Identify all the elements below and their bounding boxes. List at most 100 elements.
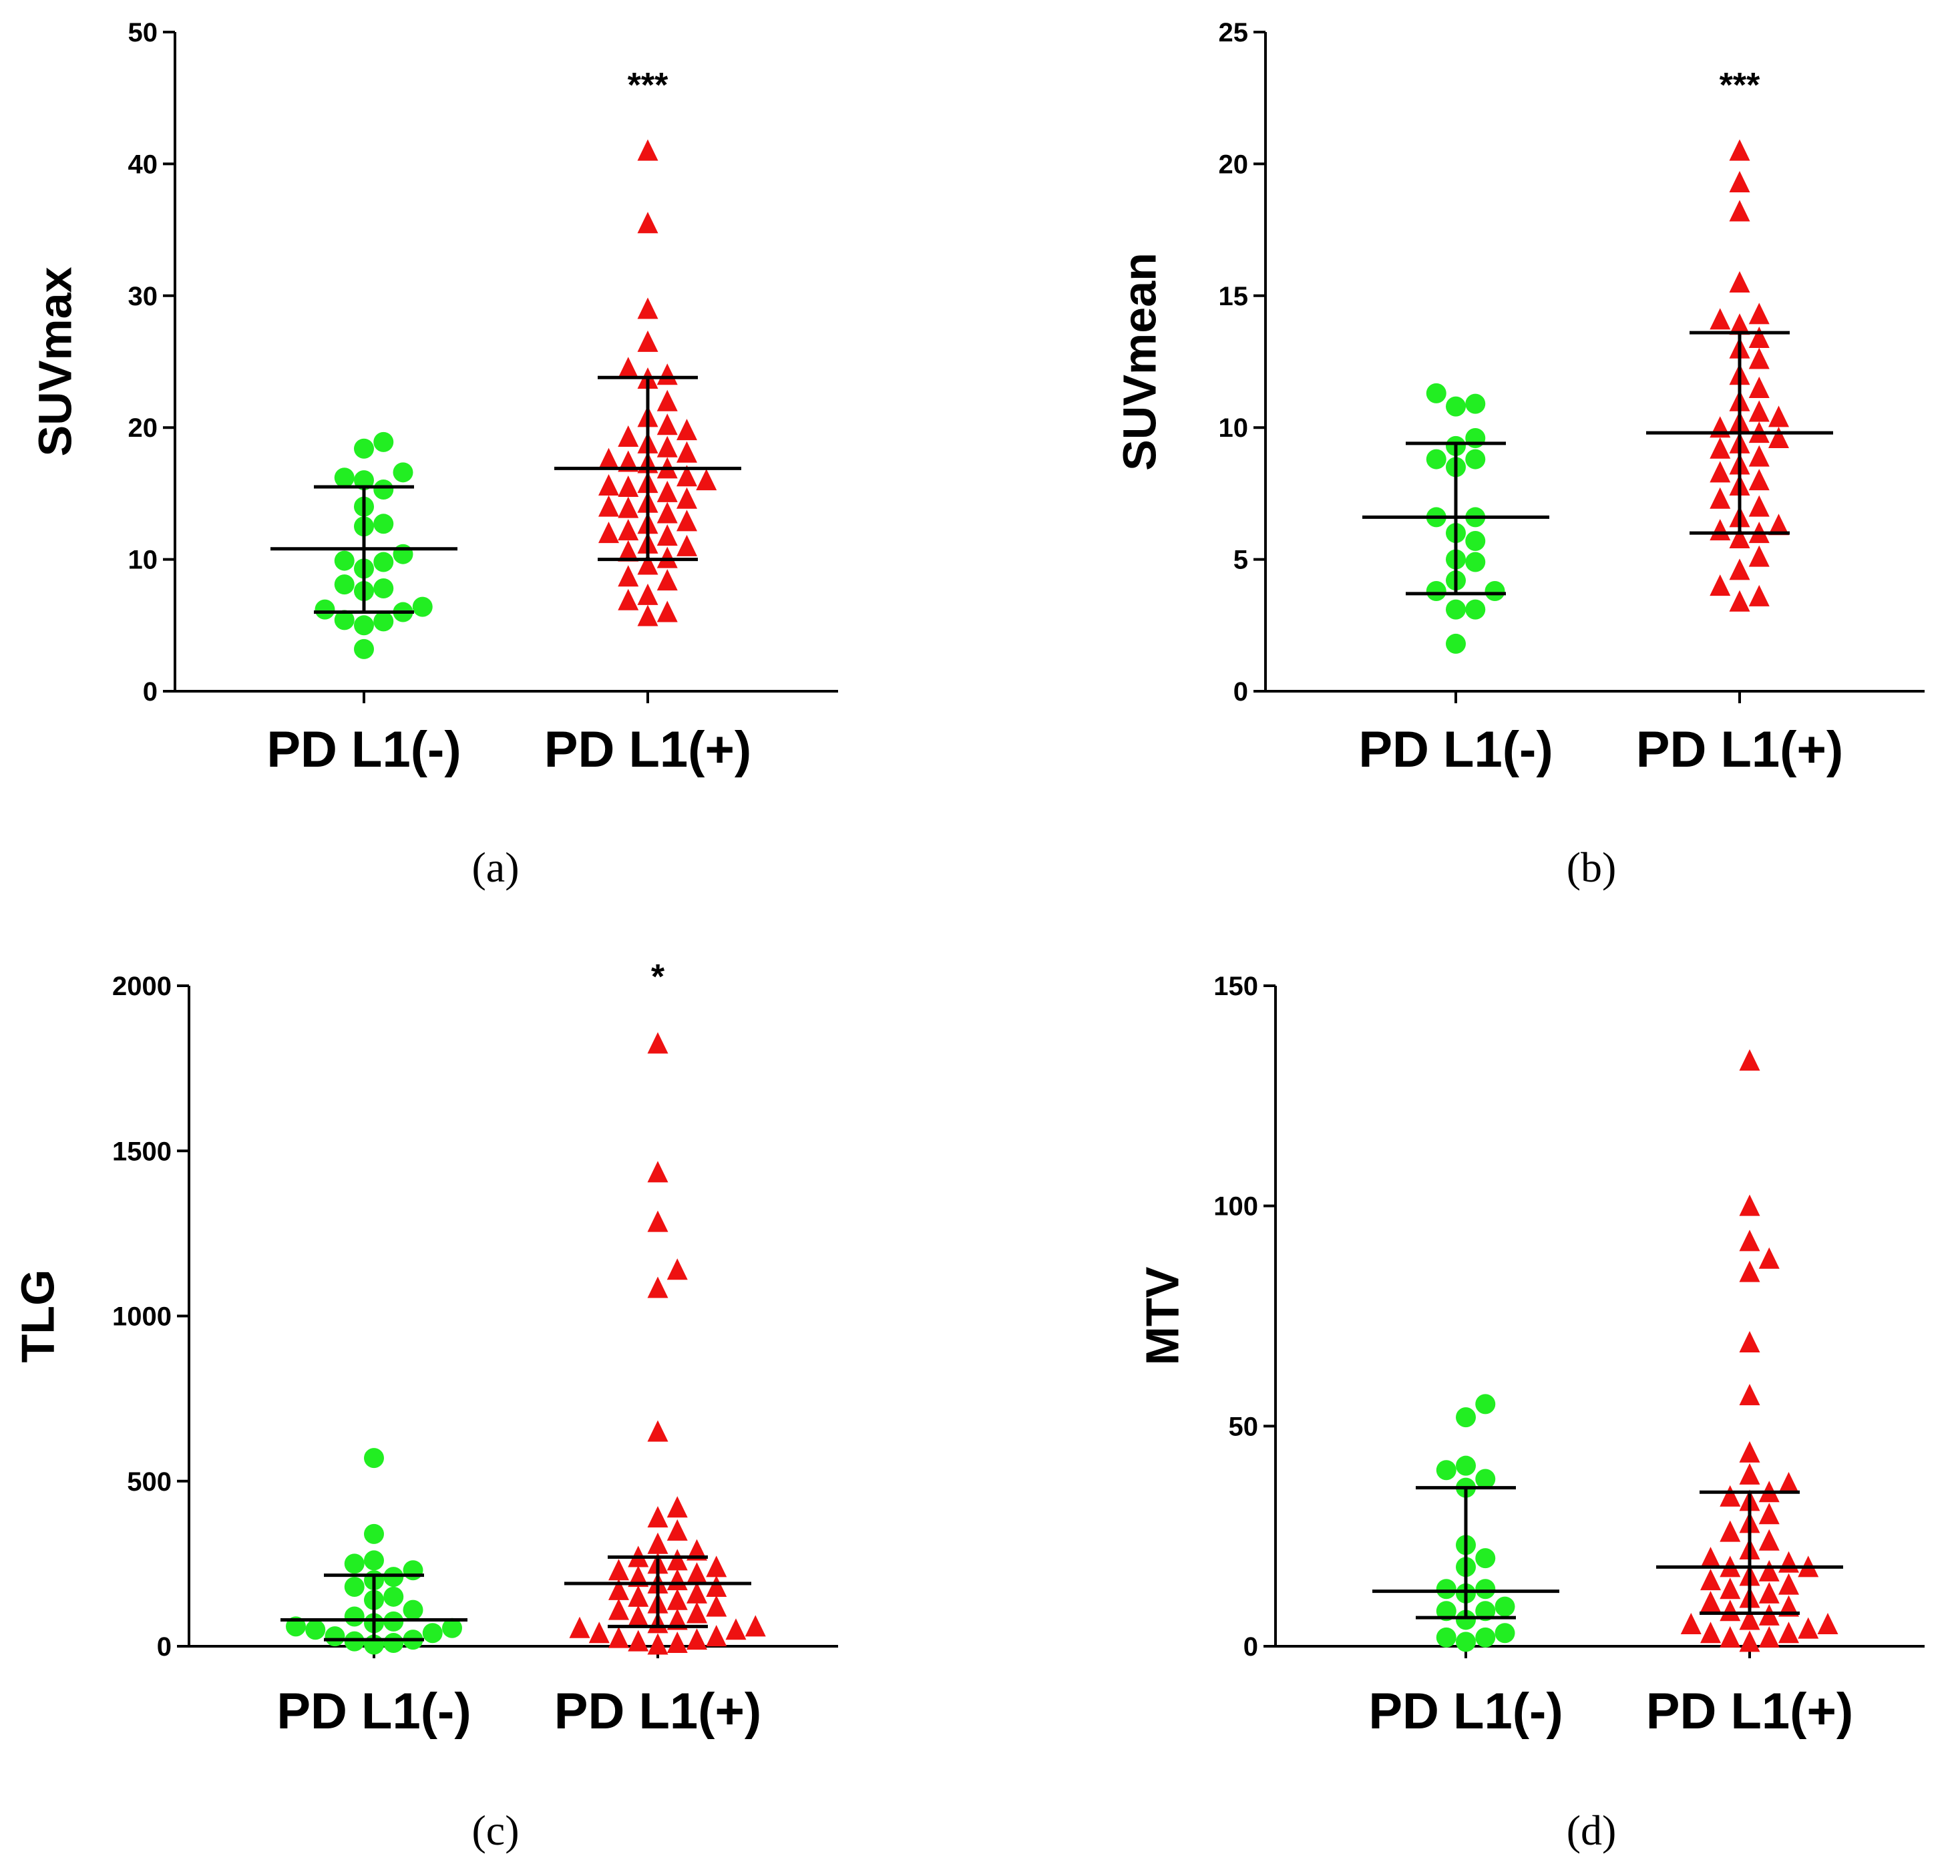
data-point [666,1608,688,1630]
data-point [1758,1503,1780,1525]
data-point [1729,271,1750,293]
data-point [656,435,678,457]
y-tick-label: 2000 [112,972,172,1001]
y-tick-label: 1000 [112,1302,172,1332]
data-point [1446,599,1466,620]
data-point [676,419,697,441]
y-tick-label: 150 [1213,972,1258,1001]
panel-caption: (d) [1567,1807,1617,1854]
data-point [1739,1441,1760,1463]
data-point [1456,1632,1476,1652]
data-point [1495,1623,1515,1644]
data-point [637,553,658,575]
data-point [725,1618,747,1640]
data-point [1465,530,1486,551]
data-point [706,1555,727,1577]
significance-marker: *** [1720,66,1760,105]
data-point [618,450,639,472]
data-point [1456,1407,1476,1428]
data-point [618,425,639,447]
data-point [412,596,433,617]
data-point [687,1539,707,1561]
data-point [1729,590,1750,612]
data-point [647,1420,668,1442]
y-axis-title: SUVmean [1113,252,1165,471]
data-point [1729,171,1750,193]
data-point [598,447,619,470]
data-point [1475,1579,1496,1600]
data-point [637,583,658,605]
data-point [647,1532,668,1554]
data-point [1456,1610,1476,1630]
data-point [706,1575,727,1597]
data-point [364,1550,384,1571]
data-point [1739,1260,1760,1282]
y-axis-title: SUVmax [29,266,81,456]
data-point [1758,1529,1780,1551]
data-point [637,604,658,626]
data-point [1720,1577,1741,1600]
data-point [1739,1384,1760,1406]
data-point [588,1622,610,1644]
data-point [1475,1548,1496,1569]
data-point [656,546,678,568]
data-point [647,1161,668,1183]
data-point [1729,313,1750,335]
chart-panel-a: 0 10 20 30 40 50 PD L1(-) PD L1(+) SUVmax *** (a) [29,18,838,891]
panel-caption: (c) [471,1807,519,1854]
data-point [364,1448,384,1469]
data-point [1456,1455,1476,1476]
y-tick-label: 30 [128,282,158,311]
data-point [1748,303,1770,325]
y-tick-label: 500 [127,1467,172,1497]
data-point [1817,1613,1838,1635]
y-tick-label: 50 [128,18,158,47]
data-point [569,1616,590,1638]
data-point [373,431,394,452]
data-point [676,534,697,556]
data-point [745,1615,766,1637]
data-point [1798,1617,1819,1639]
y-tick-label: 20 [128,413,158,443]
data-point [628,1630,649,1652]
y-axis-title: MTV [1136,1266,1188,1365]
y-tick-label: 5 [1233,546,1248,575]
chart-panel-d: 0 50 100 150 PD L1(-) PD L1(+) MTV (d) [1136,972,1925,1854]
data-point [1700,1591,1721,1613]
data-point [1475,1394,1496,1415]
data-point [1465,552,1486,572]
y-tick-label: 10 [128,546,158,575]
data-point [1758,1581,1780,1604]
data-point [1758,1247,1780,1269]
data-point [676,465,697,487]
chart-panel-b: 0 5 10 15 20 25 PD L1(-) PD L1(+) SUVmean *** (b) [1113,18,1925,891]
data-point [1748,445,1770,467]
data-point [637,212,658,234]
data-point [1700,1547,1721,1569]
data-point [1778,1573,1799,1595]
data-point [1748,347,1770,369]
x-category-label: PD L1(-) [276,1683,471,1740]
data-point [1710,461,1731,483]
data-point [618,565,639,587]
data-point [1729,200,1750,222]
data-point [1748,469,1770,491]
y-tick-label: 100 [1213,1192,1258,1222]
data-point [1485,580,1505,601]
data-point [1748,376,1770,398]
data-point [354,615,374,636]
data-point [628,1605,649,1627]
data-point [1778,1472,1799,1494]
data-point [676,441,697,463]
data-point [1778,1622,1799,1644]
y-tick-label: 25 [1219,18,1249,47]
data-point [656,569,678,591]
data-point [1710,487,1731,509]
data-point [666,1258,688,1280]
data-point [1739,1194,1760,1216]
data-point [1720,1520,1741,1542]
y-tick-label: 0 [143,677,158,707]
data-point [628,1565,649,1587]
data-point [1739,1230,1760,1252]
data-point [656,480,678,502]
